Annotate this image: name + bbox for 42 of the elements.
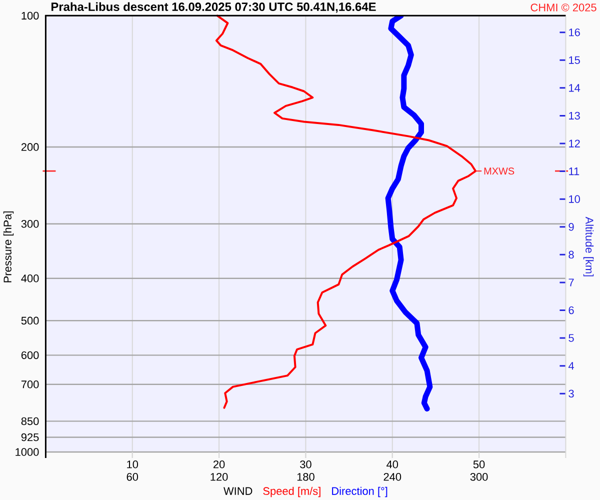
y2-tick-label: 7 (568, 278, 574, 286)
chart-title: Praha-Libus descent 16.09.2025 07:30 UTC 50.41N,16.64E (52, 2, 376, 13)
x-tick-label: 20 (213, 460, 225, 468)
x-tick-label: 30 (300, 460, 312, 468)
y-tick-label: 925 (21, 433, 39, 442)
y-tick-label: 200 (21, 143, 39, 151)
x-axis-title: WIND (224, 487, 252, 495)
y2-tick-label: 16 (569, 28, 580, 36)
y2-tick-label: 6 (568, 306, 574, 314)
y-tick-label: 700 (21, 380, 39, 388)
x2-tick-label: 300 (470, 473, 488, 481)
y2-tick-label: 10 (569, 195, 580, 203)
x-tick-label: 40 (386, 460, 398, 468)
y2-tick-label: 13 (569, 112, 580, 120)
x-tick-label: 10 (127, 460, 138, 468)
y-axis-title: Pressure [hPa] (3, 211, 14, 282)
x2-tick-label: 60 (126, 473, 138, 481)
x2-tick-label: 120 (210, 473, 228, 481)
x-tick-label: 50 (473, 460, 485, 468)
y-tick-label: 600 (21, 351, 39, 360)
text: CHMI © 2025 (530, 4, 596, 12)
y2-tick-label: 8 (568, 250, 574, 259)
y-tick-label: 100 (22, 12, 39, 20)
y-tick-label: 1000 (16, 448, 39, 456)
y2-tick-label: 3 (568, 390, 574, 398)
x2-tick-label: 180 (297, 473, 314, 481)
y2-tick-label: 14 (569, 84, 580, 92)
y2-tick-label: 15 (569, 56, 580, 64)
y-tick-label: 400 (21, 274, 39, 282)
y-tick-label: 300 (21, 220, 39, 228)
x2-tick-label: 240 (384, 473, 402, 481)
y-tick-label: 850 (21, 417, 39, 426)
y2-axis-title: Altitude [km] (583, 216, 594, 276)
annotation: MXWS (484, 168, 514, 175)
y2-tick-label: 11 (569, 168, 580, 176)
y-tick-label: 500 (21, 316, 39, 325)
y2-tick-label: 5 (568, 334, 574, 342)
y2-tick-label: 4 (568, 362, 574, 370)
text: Direction [°] (332, 486, 388, 498)
y2-tick-label: 9 (568, 223, 574, 231)
y2-tick-label: 12 (569, 140, 580, 148)
text: Speed [m/s] (263, 486, 320, 498)
